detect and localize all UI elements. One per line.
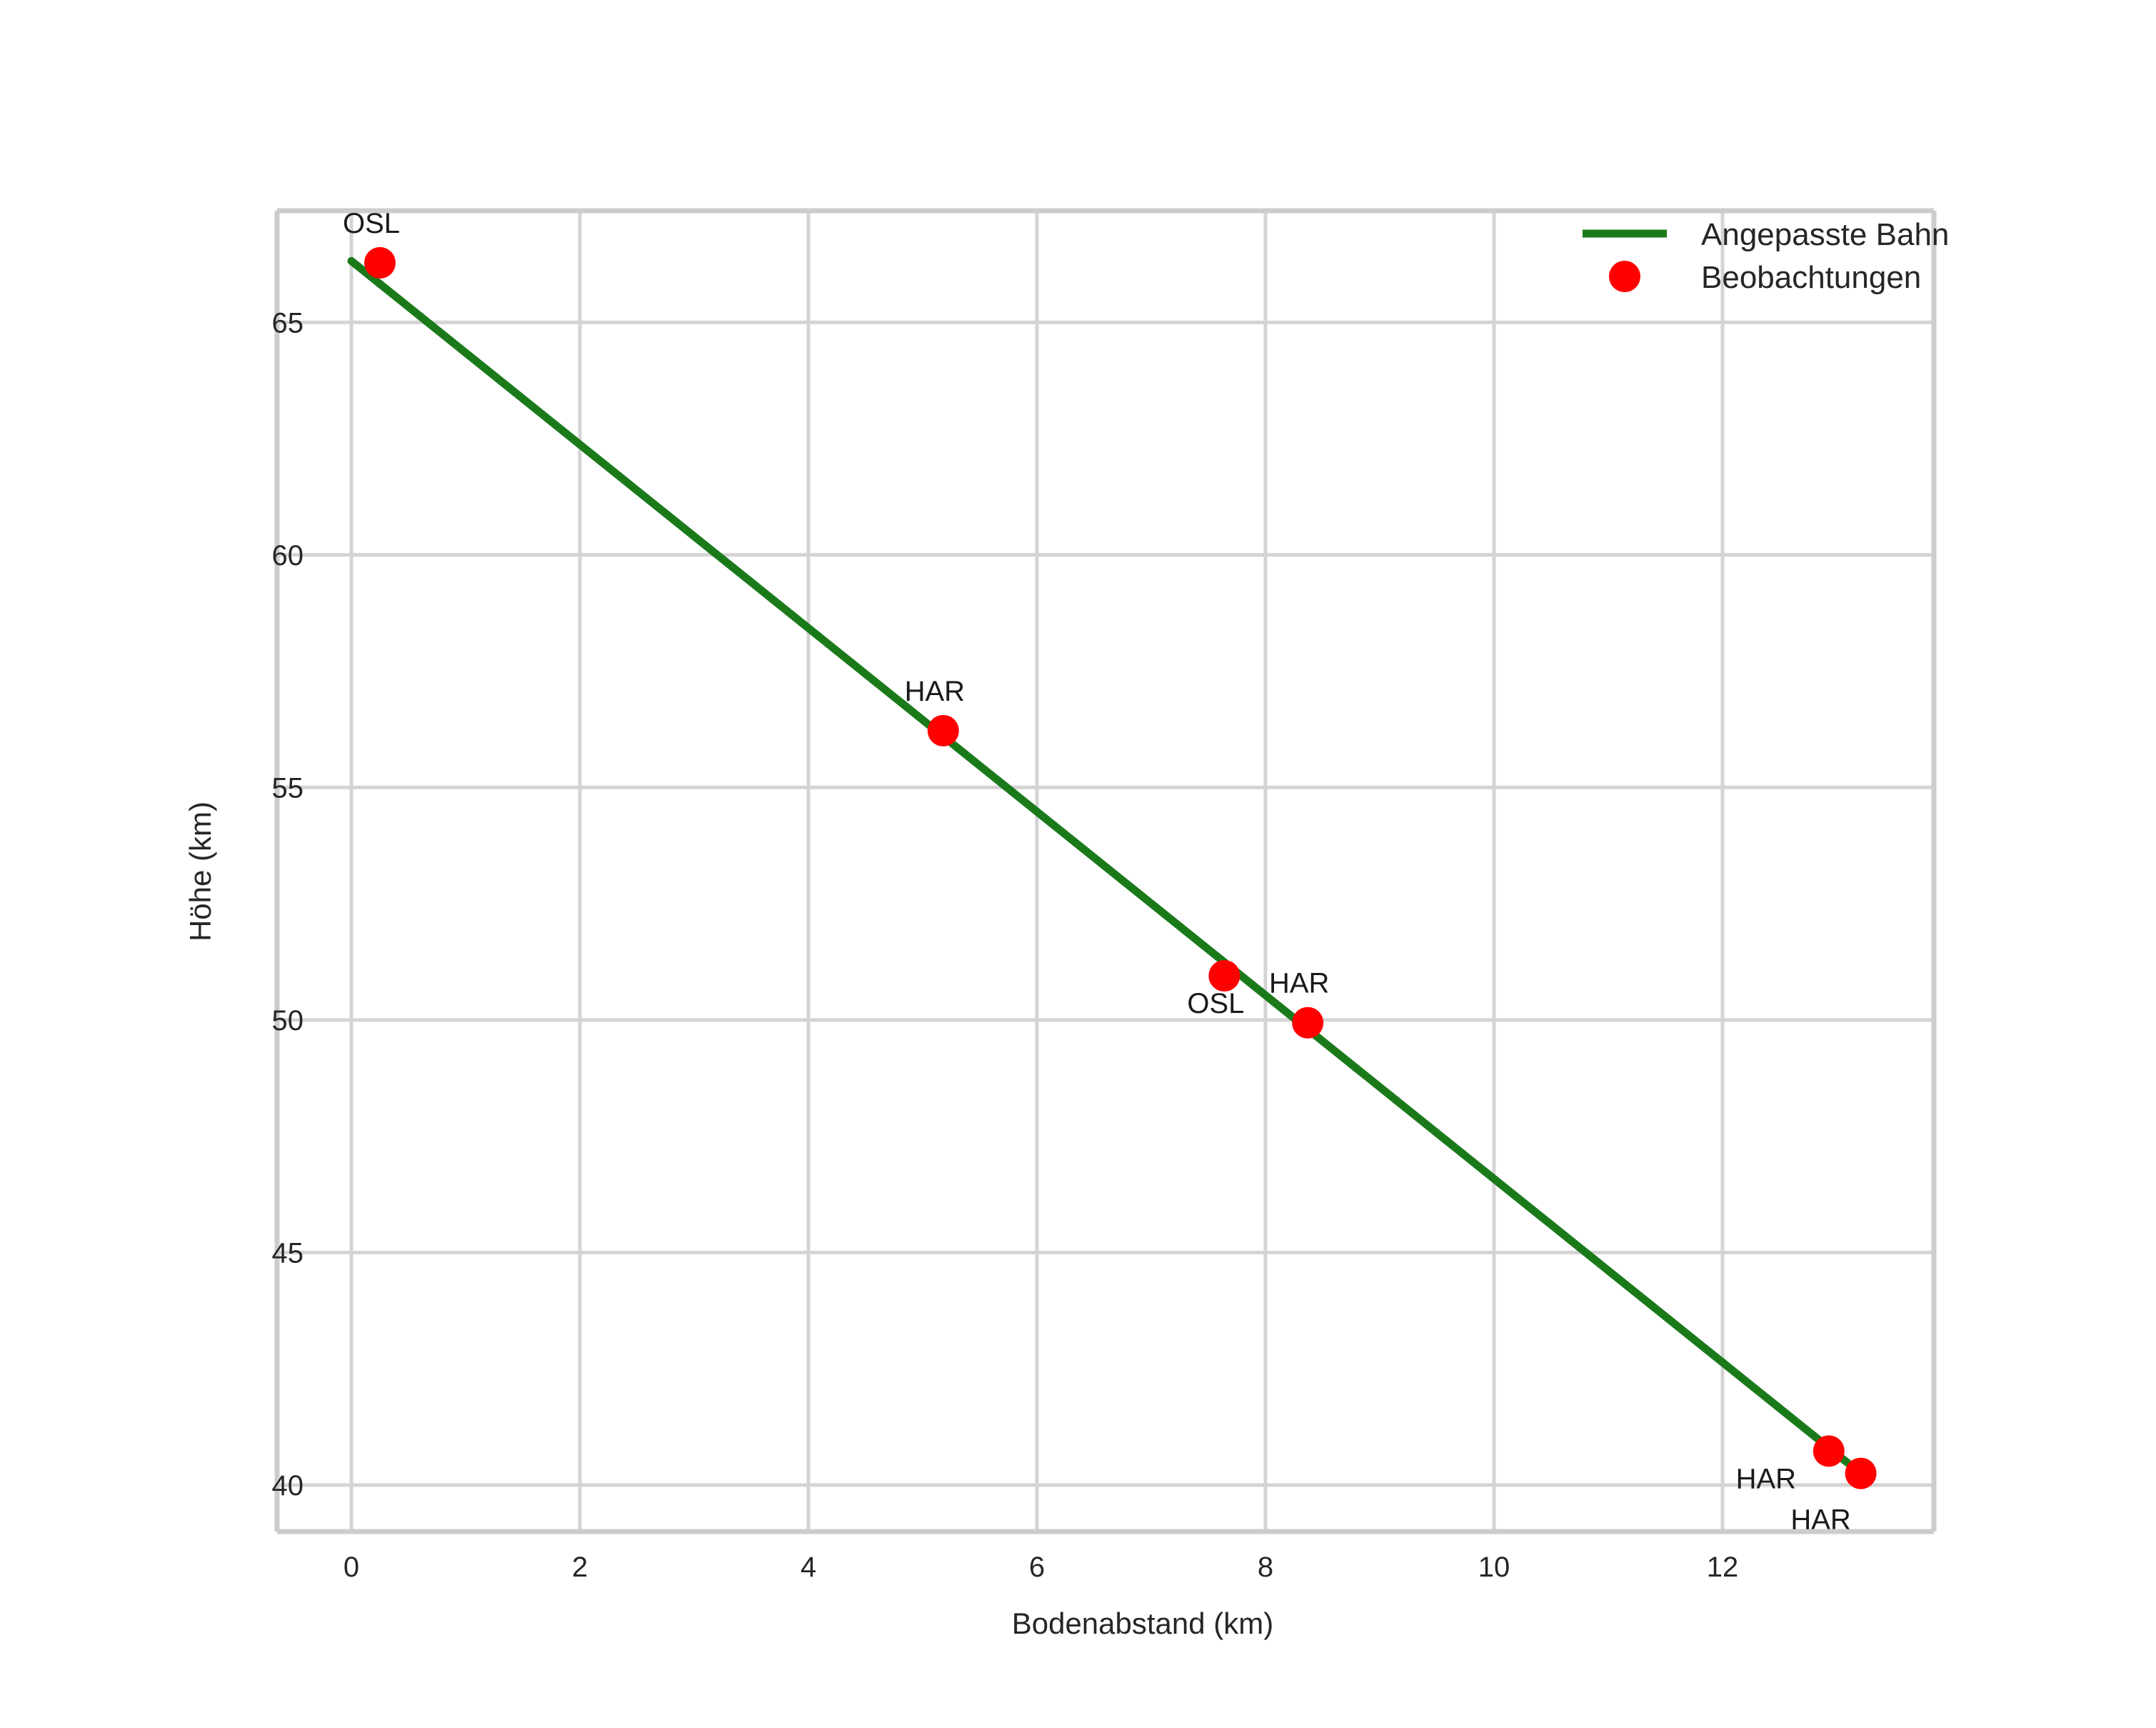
- y-tick-label: 50: [272, 1005, 304, 1037]
- fitted-trajectory-line: [347, 256, 1865, 1478]
- observation-point: [1845, 1457, 1877, 1489]
- x-tick-label: 4: [801, 1552, 816, 1583]
- x-tick-label: 10: [1478, 1552, 1510, 1583]
- y-tick-label: 45: [272, 1237, 304, 1269]
- legend-label: Beobachtungen: [1701, 260, 1921, 295]
- observation-points: [364, 246, 1877, 1489]
- observation-point: [1812, 1435, 1845, 1467]
- observation-point-labels: OSL HAR OSL HAR HAR HAR: [343, 208, 1851, 1536]
- observation-point: [927, 714, 959, 746]
- x-tick-label: 8: [1258, 1552, 1273, 1583]
- observation-point-label: HAR: [1790, 1504, 1850, 1536]
- observation-point-label: HAR: [905, 676, 965, 707]
- observation-point: [364, 246, 396, 279]
- observation-point-label: OSL: [343, 208, 400, 239]
- y-tick-label: 40: [272, 1470, 304, 1502]
- observation-point-label: HAR: [1736, 1463, 1796, 1494]
- observation-point: [1292, 1007, 1324, 1039]
- axes-spines: [274, 208, 1937, 1534]
- x-tick-label: 0: [344, 1552, 359, 1583]
- observation-point-label: HAR: [1269, 968, 1329, 999]
- y-tick-label: 55: [272, 772, 304, 804]
- y-axis-title: Höhe (km): [184, 801, 217, 942]
- grid-lines: [277, 211, 1934, 1532]
- legend-dot-swatch: [1609, 261, 1640, 292]
- x-tick-label: 12: [1707, 1552, 1739, 1583]
- y-axis-tick-labels: 40 45 50 55 60 65: [272, 307, 304, 1502]
- y-tick-label: 60: [272, 540, 304, 571]
- legend: Angepasste Bahn Beobachtungen: [1583, 217, 1949, 295]
- x-axis-tick-labels: 0 2 4 6 8 10 12: [344, 1552, 1738, 1583]
- y-tick-label: 65: [272, 307, 304, 339]
- observation-point-label: OSL: [1187, 988, 1244, 1019]
- legend-label: Angepasste Bahn: [1701, 217, 1949, 252]
- observation-point: [1208, 959, 1240, 992]
- x-tick-label: 2: [572, 1552, 588, 1583]
- x-tick-label: 6: [1029, 1552, 1045, 1583]
- x-axis-title: Bodenabstand (km): [1012, 1607, 1274, 1640]
